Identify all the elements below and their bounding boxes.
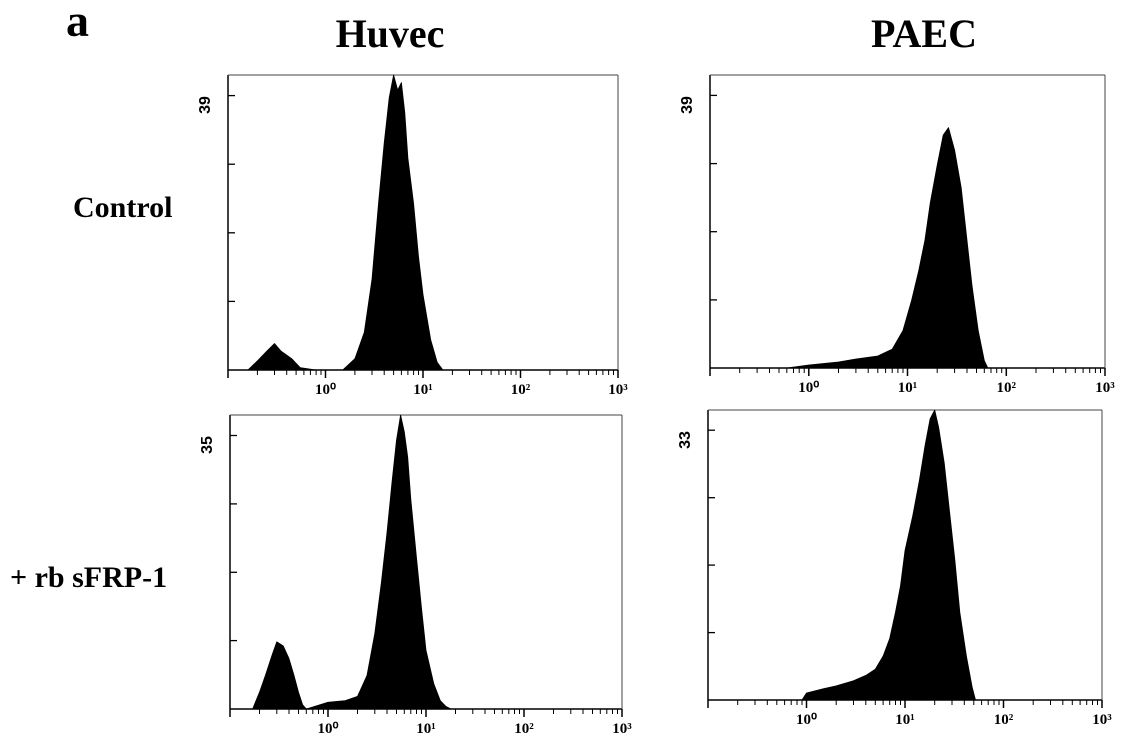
x-tick-label: 10⁰ <box>317 721 338 734</box>
plot-paec-control: 39 10⁰ 10¹ 10² 10³ <box>679 74 1115 396</box>
y-max-label: 35 <box>199 436 216 454</box>
x-tick-label: 10⁰ <box>315 382 336 398</box>
x-tick-label: 10¹ <box>895 712 915 728</box>
x-tick-label: 10⁰ <box>798 380 819 396</box>
x-tick-label: 10³ <box>612 721 632 734</box>
x-tick-label: 10² <box>511 382 531 398</box>
x-tick-label: 10² <box>994 712 1014 728</box>
column-title-paec: PAEC <box>871 11 977 56</box>
histogram-area <box>801 409 976 701</box>
histogram-area <box>247 74 444 371</box>
histogram-area <box>252 414 452 710</box>
column-title-huvec: Huvec <box>335 11 445 56</box>
plot-huvec-sfrp1: 35 10⁰ 10¹ 10² 10³ <box>199 414 632 734</box>
x-tick-label: 10¹ <box>898 380 918 396</box>
row-label-sfrp1: + rb sFRP-1 <box>10 561 168 594</box>
y-max-label: 39 <box>679 96 696 114</box>
x-tick-label: 10⁰ <box>796 712 817 728</box>
plot-paec-sfrp1: 33 10⁰ 10¹ 10² 10³ <box>677 409 1112 728</box>
x-tick-label: 10¹ <box>413 382 433 398</box>
x-tick-label: 10³ <box>1095 380 1115 396</box>
x-tick-label: 10³ <box>608 382 628 398</box>
x-tick-label: 10² <box>997 380 1017 396</box>
panel-letter: a <box>66 0 89 46</box>
x-tick-label: 10³ <box>1092 712 1112 728</box>
y-max-label: 39 <box>197 96 214 114</box>
histogram-area <box>786 127 989 369</box>
y-max-label: 33 <box>677 431 694 449</box>
x-tick-label: 10² <box>514 721 534 734</box>
plot-huvec-control: 39 10⁰ 10¹ 10² 10³ <box>197 74 628 398</box>
row-label-control: Control <box>73 191 173 224</box>
x-tick-label: 10¹ <box>416 721 436 734</box>
